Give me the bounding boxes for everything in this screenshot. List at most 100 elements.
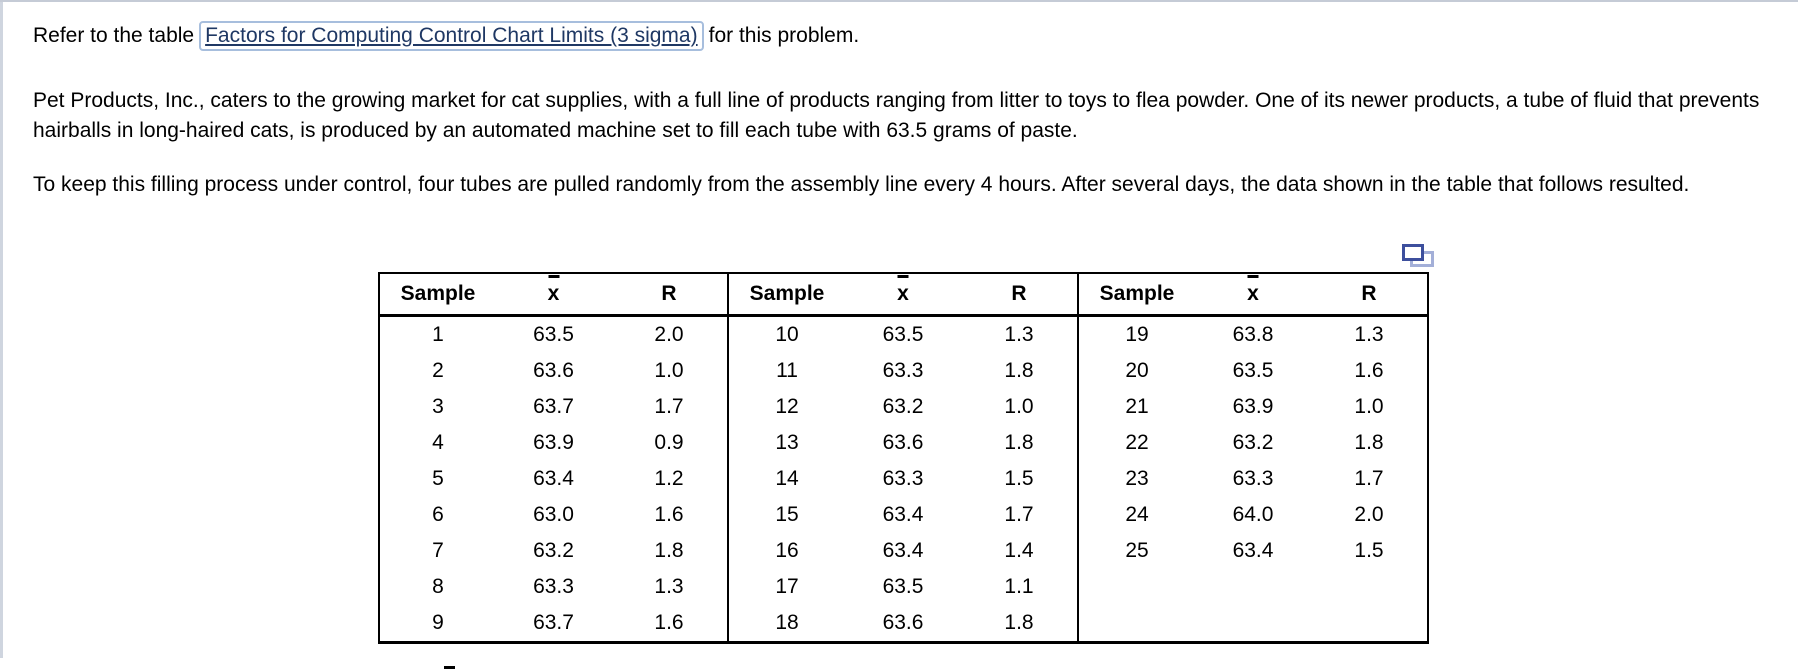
r-cell: 0.9 — [611, 425, 729, 461]
table-row: 8 63.3 1.3 17 63.5 1.1 — [379, 569, 1428, 605]
r-cell: 1.0 — [961, 389, 1079, 425]
sample-cell: 8 — [432, 575, 444, 598]
r-cell: 1.8 — [961, 425, 1079, 461]
xbar-cell: 63.2 — [533, 539, 574, 562]
table-row: 6 63.0 1.6 15 63.4 1.7 24 64.0 2.0 — [379, 497, 1428, 533]
factors-table-link[interactable]: Factors for Computing Control Chart Limi… — [199, 21, 704, 51]
r-cell: 1.3 — [961, 315, 1079, 353]
sample-cell: 18 — [775, 611, 799, 634]
xbar-cell: 63.5 — [1232, 359, 1274, 382]
xbar-cell: 63.9 — [533, 431, 574, 454]
r-cell: 1.4 — [961, 533, 1079, 569]
r-cell: 1.8 — [1354, 431, 1384, 454]
sample-cell: 12 — [775, 395, 799, 418]
cutoff-xbar-overbar — [444, 666, 455, 669]
r-header: R — [1311, 273, 1428, 317]
intro-prefix: Refer to the table — [33, 24, 195, 47]
table-header-row: Sample x R Sample x R Sample x R — [379, 273, 1428, 317]
xbar-header: x — [1195, 273, 1311, 317]
sample-cell: 16 — [775, 539, 799, 562]
sample-cell: 1 — [432, 323, 444, 346]
sample-cell: 17 — [775, 575, 799, 598]
xbar-cell: 63.6 — [533, 359, 574, 382]
sample-cell: 15 — [775, 503, 799, 526]
problem-paragraph-2: To keep this filling process under contr… — [33, 173, 1690, 196]
intro-suffix: for this problem. — [708, 24, 860, 47]
xbar-cell: 63.5 — [533, 323, 574, 346]
sample-cell: 3 — [432, 395, 444, 418]
sample-cell — [1078, 569, 1195, 605]
xbar-cell: 63.4 — [533, 467, 574, 490]
xbar-cell: 63.4 — [1232, 539, 1274, 562]
samples-table-body: 1 63.5 2.0 10 63.5 1.3 19 63.8 1.3 2 63.6 1.0 11 63.3… — [379, 315, 1428, 643]
xbar-cell: 63.3 — [882, 467, 924, 490]
samples-table: Sample x R Sample x R Sample x R 1 63.5 2.… — [378, 272, 1429, 644]
sample-cell: 23 — [1125, 467, 1149, 490]
r-cell: 1.6 — [611, 497, 729, 533]
xbar-cell — [1195, 605, 1311, 643]
r-cell — [1311, 569, 1428, 605]
intro-line: Refer to the table Factors for Computing … — [33, 21, 1778, 51]
problem-paragraph-1: Pet Products, Inc., caters to the growin… — [33, 89, 1760, 142]
r-cell: 1.5 — [961, 461, 1079, 497]
r-cell: 2.0 — [611, 315, 729, 353]
r-cell: 1.1 — [961, 569, 1079, 605]
sample-cell: 14 — [775, 467, 799, 490]
xbar-cell: 63.3 — [533, 575, 574, 598]
xbar-cell: 63.5 — [882, 323, 924, 346]
xbar-cell: 64.0 — [1232, 503, 1274, 526]
xbar-cell: 63.6 — [882, 611, 924, 634]
xbar-cell: 63.0 — [533, 503, 574, 526]
xbar-cell: 63.4 — [882, 539, 924, 562]
sample-cell: 22 — [1125, 431, 1149, 454]
xbar-cell: 63.5 — [882, 575, 924, 598]
sample-cell: 21 — [1125, 395, 1149, 418]
r-cell: 1.8 — [611, 533, 729, 569]
xbar-cell: 63.4 — [882, 503, 924, 526]
sample-cell: 13 — [775, 431, 799, 454]
r-cell: 1.8 — [961, 605, 1079, 643]
r-cell — [1311, 605, 1428, 643]
r-cell: 1.7 — [961, 497, 1079, 533]
r-cell: 1.3 — [1354, 323, 1384, 346]
xbar-cell: 63.2 — [1232, 431, 1274, 454]
copy-table-icon[interactable] — [1402, 244, 1438, 270]
table-row: 1 63.5 2.0 10 63.5 1.3 19 63.8 1.3 — [379, 315, 1428, 353]
r-header: R — [611, 273, 729, 317]
sample-cell — [1078, 605, 1195, 643]
sample-cell: 11 — [776, 359, 798, 382]
sample-cell: 10 — [775, 323, 799, 346]
xbar-cell: 63.8 — [1232, 323, 1274, 346]
sample-cell: 24 — [1125, 503, 1149, 526]
r-cell: 1.3 — [611, 569, 729, 605]
r-cell: 1.5 — [1354, 539, 1384, 562]
sample-header: Sample — [1078, 273, 1195, 317]
r-cell: 2.0 — [1354, 503, 1384, 526]
table-row: 3 63.7 1.7 12 63.2 1.0 21 63.9 1.0 — [379, 389, 1428, 425]
xbar-cell: 63.7 — [533, 395, 574, 418]
xbar-header: x — [496, 273, 611, 317]
xbar-cell: 63.3 — [882, 359, 924, 382]
sample-header: Sample — [379, 273, 496, 317]
sample-cell: 9 — [432, 611, 444, 634]
sample-cell: 19 — [1125, 323, 1149, 346]
r-cell: 1.2 — [611, 461, 729, 497]
sample-cell: 2 — [432, 359, 444, 382]
xbar-cell: 63.7 — [533, 611, 574, 634]
r-cell: 1.8 — [961, 353, 1079, 389]
sample-cell: 7 — [432, 539, 444, 562]
sample-cell: 5 — [432, 467, 444, 490]
xbar-cell: 63.6 — [882, 431, 924, 454]
table-row: 7 63.2 1.8 16 63.4 1.4 25 63.4 1.5 — [379, 533, 1428, 569]
r-cell: 1.0 — [1354, 395, 1384, 418]
r-cell: 1.0 — [611, 353, 729, 389]
xbar-cell: 63.9 — [1232, 395, 1274, 418]
sample-cell: 6 — [432, 503, 444, 526]
sample-cell: 4 — [432, 431, 444, 454]
xbar-header: x — [845, 273, 961, 317]
table-row: 4 63.9 0.9 13 63.6 1.8 22 63.2 1.8 — [379, 425, 1428, 461]
xbar-cell — [1195, 569, 1311, 605]
window-left-edge — [0, 2, 3, 658]
table-row: 5 63.4 1.2 14 63.3 1.5 23 63.3 1.7 — [379, 461, 1428, 497]
r-cell: 1.7 — [1354, 467, 1384, 490]
